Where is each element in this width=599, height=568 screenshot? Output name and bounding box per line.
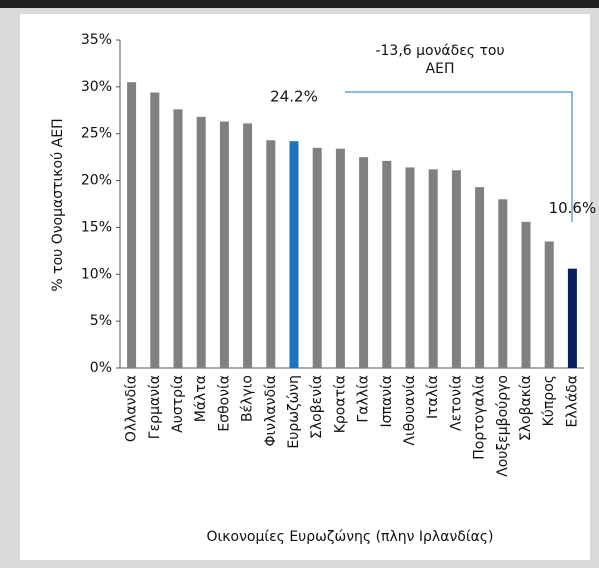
bar	[266, 140, 276, 368]
bar	[243, 123, 253, 368]
x-tick-label: Ολλανδία	[124, 375, 140, 442]
x-tick-label: Αυστρία	[170, 375, 186, 433]
y-tick-label: 10%	[81, 266, 112, 282]
y-tick-label: 30%	[81, 79, 112, 95]
top-strip	[0, 0, 599, 8]
bar	[127, 82, 137, 369]
bar	[359, 157, 369, 368]
y-tick-label: 0%	[90, 360, 112, 376]
x-tick-label: Φινλανδία	[263, 375, 279, 446]
x-tick-label: Γερμανία	[147, 375, 163, 439]
bar	[405, 167, 415, 368]
bar	[196, 116, 206, 369]
bar	[219, 121, 229, 368]
bar	[173, 109, 183, 368]
x-tick-label: Λετονία	[448, 375, 464, 431]
x-tick-label: Πορτογαλία	[472, 375, 488, 460]
bar	[428, 169, 438, 368]
x-tick-label: Γαλλία	[356, 375, 372, 423]
y-tick-label: 20%	[81, 173, 112, 189]
x-tick-label: Ελλάδα	[564, 375, 580, 427]
y-tick-label: 5%	[90, 313, 112, 329]
bar	[544, 241, 554, 368]
x-tick-label: Κροατία	[332, 375, 348, 433]
x-tick-label: Κύπρος	[541, 375, 557, 426]
value-label: 24.2%	[270, 88, 318, 106]
bar	[498, 199, 508, 368]
x-tick-label: Λουξεμβούργο	[495, 375, 511, 477]
bar	[335, 148, 345, 368]
bar	[312, 147, 322, 368]
x-axis-title: Οικονομίες Ευρωζώνης (πλην Ιρλανδίας)	[207, 529, 494, 545]
x-tick-label: Ευρωζώνη	[286, 375, 302, 449]
y-axis-title: % του Ονομαστικού ΑΕΠ	[50, 118, 66, 291]
y-tick-label: 35%	[81, 32, 112, 48]
bar	[451, 170, 461, 368]
bar	[521, 221, 531, 368]
bar	[567, 268, 577, 368]
bar	[475, 187, 485, 368]
x-tick-label: Εσθονία	[216, 375, 232, 432]
y-tick-label: 25%	[81, 126, 112, 142]
bracket	[345, 91, 573, 222]
x-tick-label: Βέλγιο	[240, 375, 256, 422]
x-tick-label: Σλοβενία	[309, 375, 325, 439]
bar	[289, 141, 299, 368]
value-label: 10.6%	[549, 199, 597, 217]
annotation: -13,6 μονάδες του ΑΕΠ	[375, 43, 505, 77]
y-tick-label: 15%	[81, 219, 112, 235]
x-tick-label: Ιταλία	[425, 375, 441, 419]
bar	[150, 92, 160, 368]
bar	[382, 160, 392, 368]
x-tick-label: Σλοβακία	[518, 375, 534, 441]
x-tick-label: Λιθουανία	[402, 375, 418, 446]
panel	[20, 14, 590, 560]
x-tick-label: Μάλτα	[193, 375, 209, 422]
x-tick-label: Ισπανία	[379, 375, 395, 427]
